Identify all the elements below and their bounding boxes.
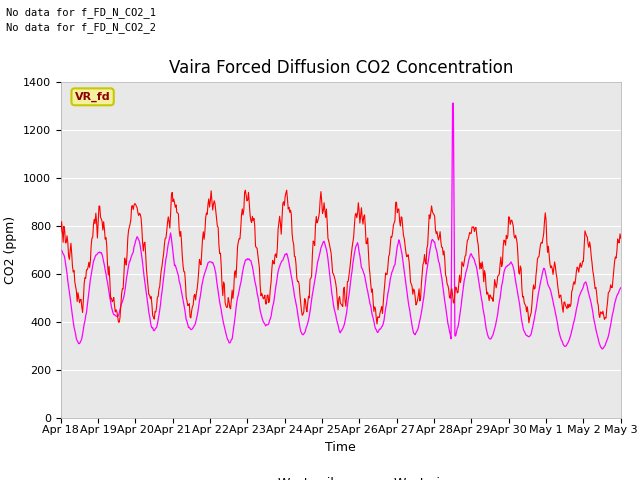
Title: Vaira Forced Diffusion CO2 Concentration: Vaira Forced Diffusion CO2 Concentration: [168, 59, 513, 77]
Text: No data for f_FD_N_CO2_1: No data for f_FD_N_CO2_1: [6, 7, 156, 18]
Text: No data for f_FD_N_CO2_2: No data for f_FD_N_CO2_2: [6, 22, 156, 33]
Legend: West soil, West air: West soil, West air: [232, 472, 450, 480]
X-axis label: Time: Time: [325, 441, 356, 454]
Y-axis label: CO2 (ppm): CO2 (ppm): [4, 216, 17, 284]
Text: VR_fd: VR_fd: [75, 92, 111, 102]
